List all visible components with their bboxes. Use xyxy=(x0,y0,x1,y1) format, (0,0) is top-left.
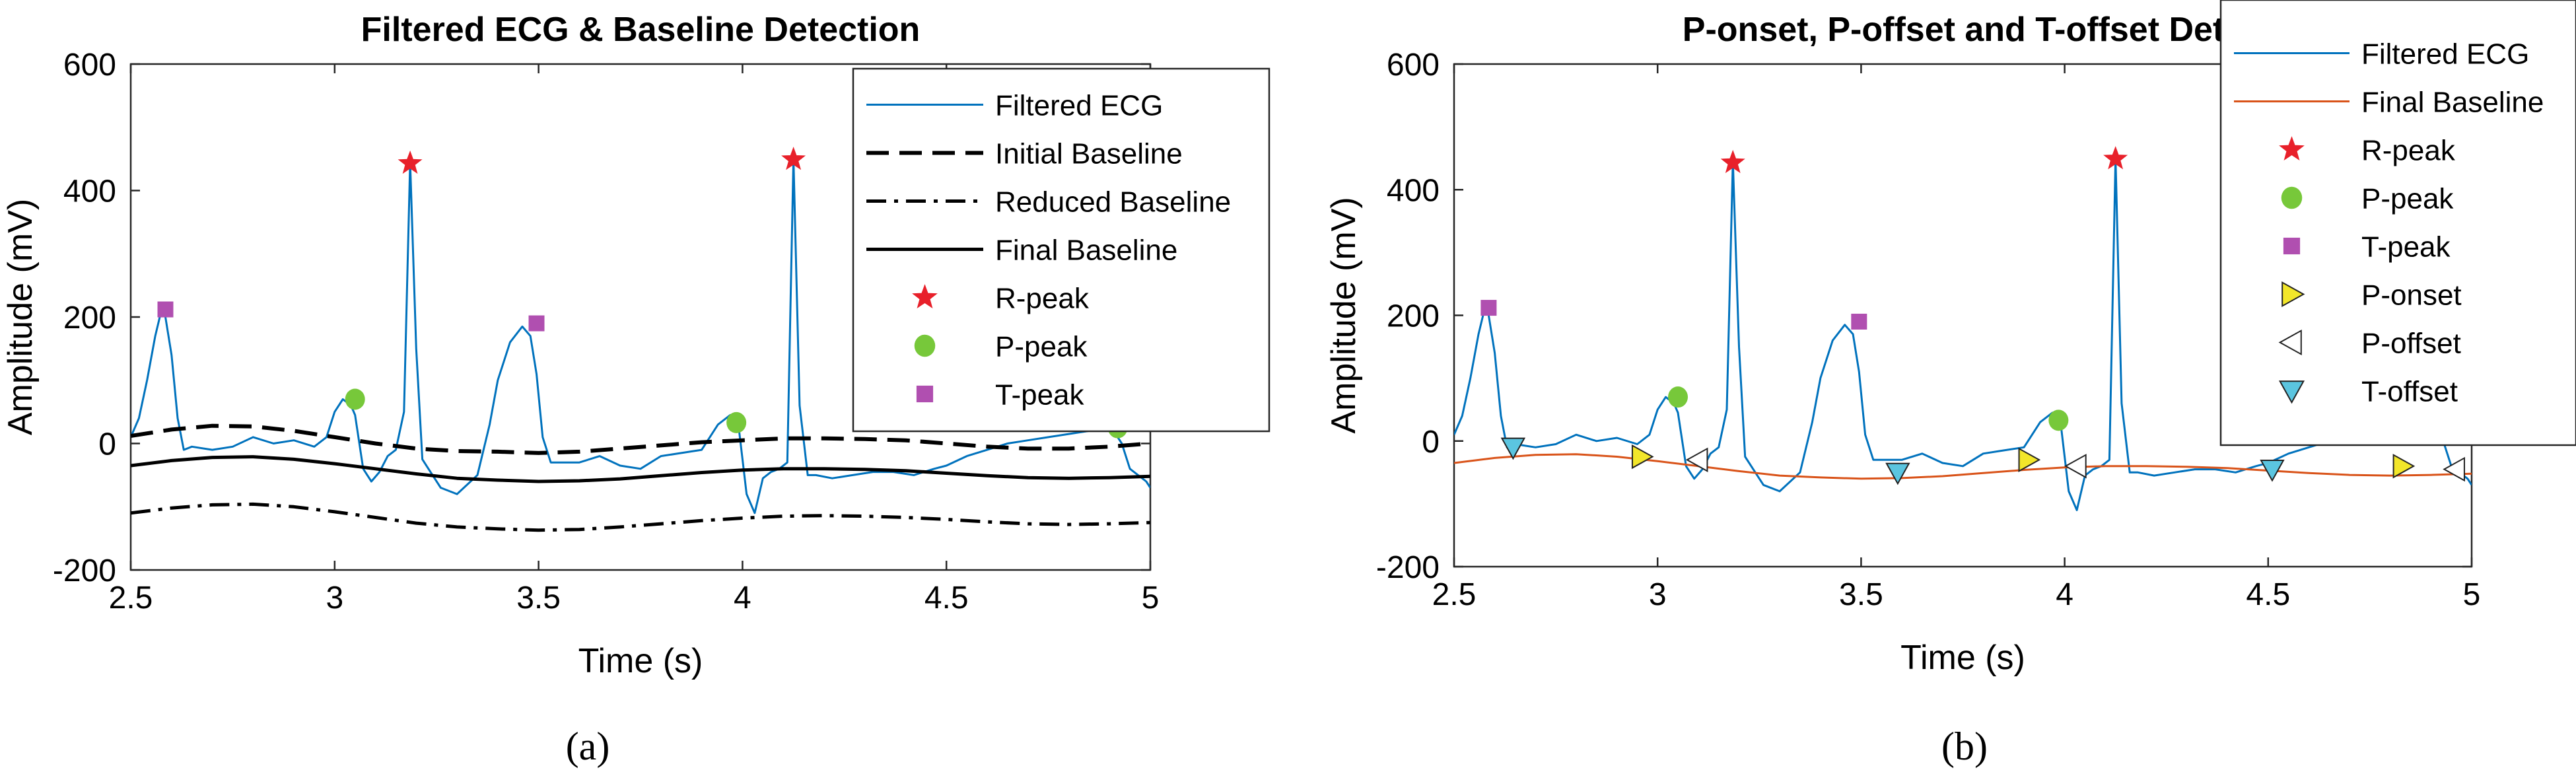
y-tick-label: 600 xyxy=(63,48,116,83)
series-line-initial-baseline xyxy=(131,423,1150,455)
chart-title: Filtered ECG & Baseline Detection xyxy=(361,11,921,49)
marker-t-peak xyxy=(528,315,545,332)
marker-p-onset xyxy=(2018,447,2041,472)
marker-p-peak xyxy=(1668,386,1688,408)
legend-label: P-offset xyxy=(2361,328,2461,360)
marker-t-offset xyxy=(1500,437,1526,460)
legend-label: Initial Baseline xyxy=(995,138,1183,170)
y-axis-label: Amplitude (mV) xyxy=(1325,197,1363,433)
marker-p-peak xyxy=(726,411,747,433)
legend-label: Final Baseline xyxy=(995,234,1177,267)
x-tick-label: 4.5 xyxy=(924,581,969,616)
y-tick-label: -200 xyxy=(1376,550,1440,585)
marker-r-peak xyxy=(1720,149,1745,174)
x-tick-label: 4 xyxy=(734,581,751,616)
y-tick-label: 0 xyxy=(98,427,116,462)
marker-r-peak xyxy=(398,150,423,174)
legend-marker xyxy=(2278,329,2302,356)
legend-label: R-peak xyxy=(2361,135,2456,167)
x-tick-label: 3.5 xyxy=(516,581,561,616)
marker-t-peak xyxy=(1851,314,1867,330)
series-line-reduced-baseline xyxy=(131,502,1150,532)
marker-t-offset xyxy=(1885,462,1910,485)
y-tick-label: 200 xyxy=(63,301,116,336)
legend-marker xyxy=(2279,136,2305,160)
series-line-final-baseline xyxy=(131,455,1150,483)
marker-p-peak xyxy=(2048,409,2069,431)
chart-title: P-onset, P-offset and T-offset Dete xyxy=(1683,11,2243,49)
marker-p-offset xyxy=(2443,456,2465,482)
legend: Filtered ECG Initial Baseline Reduced Base… xyxy=(852,67,1271,433)
legend-box xyxy=(2219,0,2576,446)
x-tick-label: 5 xyxy=(2463,577,2481,612)
marker-p-onset xyxy=(2392,454,2416,479)
y-tick-label: 400 xyxy=(1387,173,1440,208)
legend-marker xyxy=(912,284,938,308)
legend-label: Filtered ECG xyxy=(2361,38,2529,71)
legend-label: R-peak xyxy=(995,283,1090,315)
marker-p-peak xyxy=(345,388,365,410)
legend-label: T-peak xyxy=(995,379,1085,411)
y-axis-label: Amplitude (mV) xyxy=(1,199,40,435)
plot-area xyxy=(131,147,1150,532)
x-tick-label: 2.5 xyxy=(109,581,153,616)
legend-label: Final Baseline xyxy=(2361,87,2544,119)
legend-label: P-onset xyxy=(2361,279,2462,312)
x-axis-label: Time (s) xyxy=(1900,639,2025,677)
legend-marker xyxy=(2283,237,2301,255)
legend-marker xyxy=(916,385,934,403)
chart-a: 2.5 3 3.5 4 4.5 5 -200 0 200 400 600 Time (s) Amplit… xyxy=(1,11,1271,768)
y-tick-label: 0 xyxy=(1422,425,1440,460)
chart-b: 2.5 3 3.5 4 4.5 5 -200 0 200 400 600 Time (s) Amplit… xyxy=(1325,0,2576,768)
marker-r-peak xyxy=(2103,146,2128,170)
marker-t-peak xyxy=(1480,300,1497,316)
legend-label: Filtered ECG xyxy=(995,90,1163,122)
panel-label: (a) xyxy=(566,725,610,768)
y-tick-label: -200 xyxy=(53,553,116,588)
x-tick-label: 3.5 xyxy=(1839,577,1883,612)
marker-t-peak xyxy=(157,301,174,318)
x-tick-label: 4.5 xyxy=(2246,577,2290,612)
series-line-filtered-ecg xyxy=(131,158,1150,514)
marker-p-offset xyxy=(1685,447,1708,472)
x-tick-label: 5 xyxy=(1142,581,1160,616)
legend: Filtered ECG Final Baseline R-peak P-peak T-… xyxy=(2219,0,2576,446)
marker-p-offset xyxy=(2064,454,2087,479)
marker-t-offset xyxy=(2260,459,2285,482)
x-tick-label: 3 xyxy=(1649,577,1667,612)
series-line-final-baseline xyxy=(1454,453,2472,480)
legend-label: T-peak xyxy=(2361,231,2451,264)
legend-marker xyxy=(2281,186,2303,209)
x-tick-label: 2.5 xyxy=(1432,577,1477,612)
y-tick-label: 600 xyxy=(1387,48,1440,83)
marker-r-peak xyxy=(781,147,806,170)
legend-marker xyxy=(914,334,936,357)
legend-label: P-peak xyxy=(995,331,1088,363)
legend-label: P-peak xyxy=(2361,183,2454,215)
x-tick-label: 3 xyxy=(326,581,343,616)
marker-p-onset xyxy=(1631,444,1654,470)
legend-label: T-offset xyxy=(2361,376,2458,408)
x-tick-label: 4 xyxy=(2056,577,2073,612)
series-line-filtered-ecg xyxy=(1454,157,2472,511)
legend-label: Reduced Baseline xyxy=(995,186,1231,219)
x-axis-label: Time (s) xyxy=(578,642,703,680)
panel-label: (b) xyxy=(1941,725,1988,768)
legend-marker xyxy=(2278,380,2305,404)
y-tick-label: 200 xyxy=(1387,299,1440,334)
y-tick-label: 400 xyxy=(63,174,116,209)
legend-marker xyxy=(2281,281,2305,308)
